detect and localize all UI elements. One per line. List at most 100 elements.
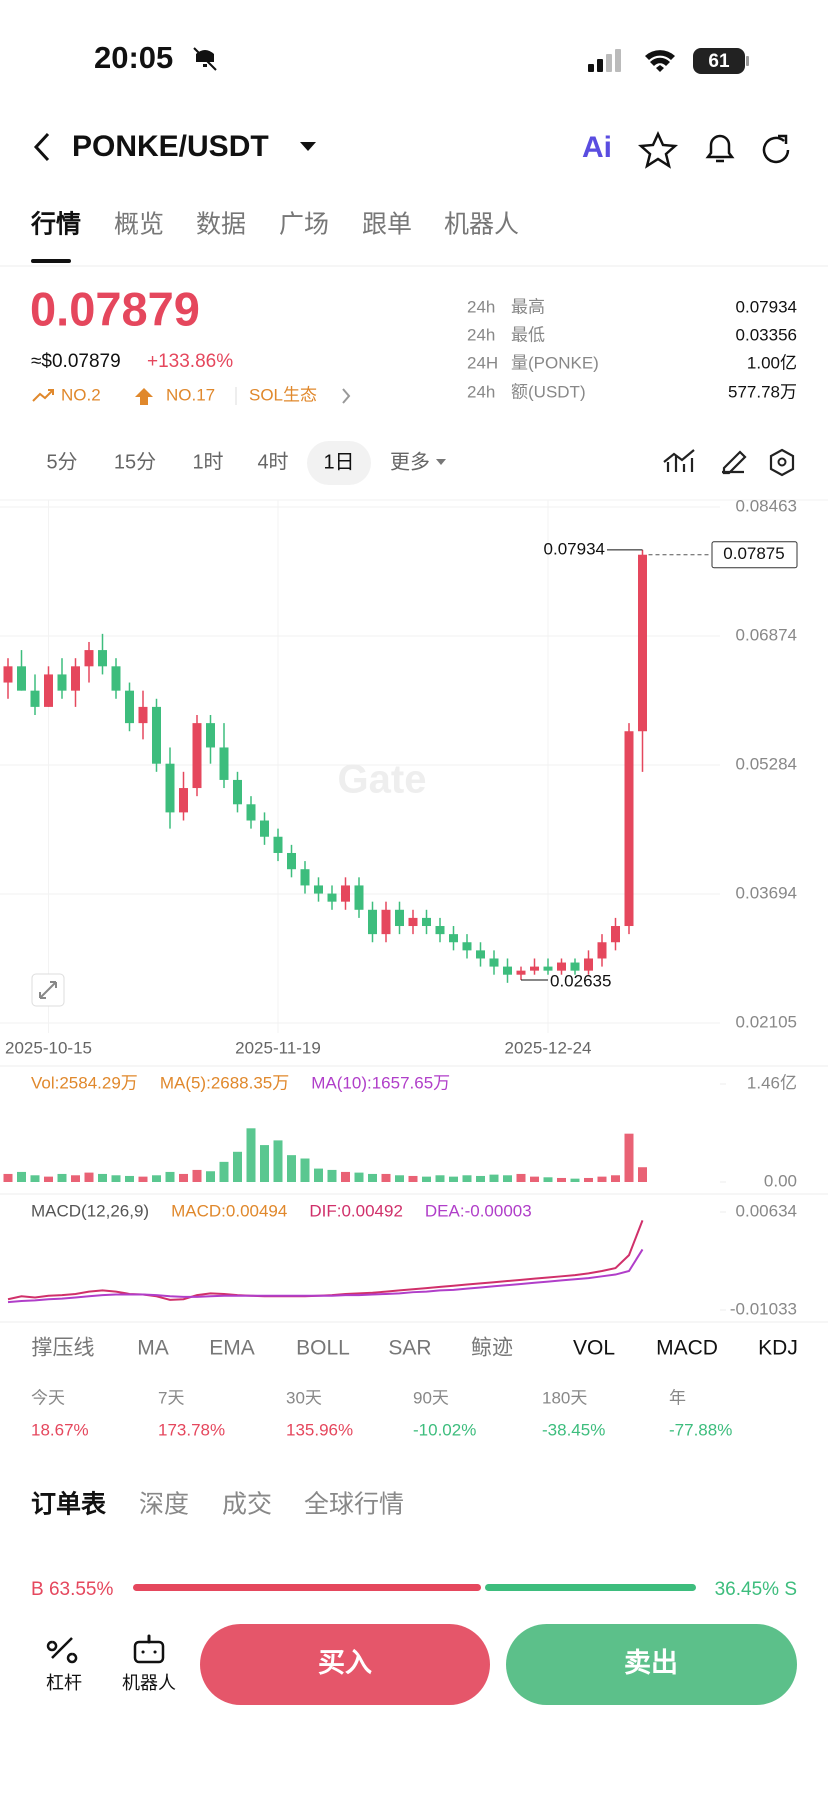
candle-body (476, 950, 485, 959)
period-label: 90天 (413, 1388, 449, 1407)
tab[interactable]: 机器人 (444, 211, 519, 239)
candle-body (111, 666, 121, 691)
pair-title[interactable]: PONKE/USDT (72, 130, 269, 163)
stat-period: 24H (467, 353, 498, 372)
period-change: 135.96% (286, 1420, 353, 1439)
order-tab[interactable]: 成交 (222, 1491, 272, 1519)
back-button[interactable] (33, 132, 50, 162)
interval[interactable]: 15分 (114, 450, 156, 473)
bot-label[interactable]: 机器人 (122, 1673, 176, 1693)
indicator-tab[interactable]: MA (137, 1337, 169, 1360)
interval[interactable]: 5分 (46, 450, 77, 473)
candle-body (543, 966, 553, 971)
indicator-tab[interactable]: BOLL (296, 1337, 350, 1360)
volume-bar (111, 1175, 121, 1182)
volume-bar (449, 1176, 458, 1182)
indicator-tab[interactable]: EMA (209, 1337, 255, 1360)
period-change: 173.78% (158, 1420, 225, 1439)
rank[interactable]: NO.2 (61, 385, 101, 404)
settings-dot (777, 457, 787, 467)
watermark: Gate (338, 758, 427, 802)
tab[interactable]: 行情 (30, 211, 81, 239)
period-change: -38.45% (542, 1420, 605, 1439)
y-tick-label: -0.01033 (730, 1299, 797, 1318)
volume-bar (597, 1176, 607, 1182)
volume-bar (57, 1173, 67, 1182)
change-percent: +133.86% (147, 351, 233, 372)
tab[interactable]: 广场 (279, 211, 329, 239)
buy-label[interactable]: 买入 (318, 1648, 372, 1678)
x-tick-label: 2025-12-24 (505, 1038, 592, 1057)
draw-icon[interactable] (722, 450, 747, 475)
volume-bar (530, 1176, 539, 1182)
candle-body (30, 690, 40, 707)
chevron (342, 388, 351, 404)
interval[interactable]: 1时 (192, 450, 223, 473)
order-tab[interactable]: 订单表 (31, 1491, 107, 1519)
last-price-box (711, 541, 798, 569)
sell-button[interactable] (506, 1624, 797, 1705)
indicator-icon[interactable] (663, 449, 695, 472)
candle-body (273, 836, 283, 853)
volume-bar (206, 1171, 215, 1182)
settings-icon[interactable] (769, 448, 795, 477)
candle-body (584, 958, 593, 971)
sell-label[interactable]: 卖出 (624, 1648, 678, 1678)
order-tab[interactable]: 深度 (139, 1491, 189, 1519)
ai-button[interactable]: Ai (582, 131, 612, 164)
favorite-icon[interactable] (637, 130, 679, 169)
rank[interactable]: NO.17 (166, 385, 215, 404)
volume-bar (368, 1173, 377, 1182)
volume-bar (381, 1173, 391, 1182)
volume-bar (300, 1158, 310, 1182)
tab[interactable]: 概览 (114, 211, 164, 239)
y-tick-label: 0.00 (764, 1171, 797, 1190)
volume-bar (3, 1173, 13, 1182)
buy-button[interactable] (200, 1624, 490, 1705)
interval[interactable]: 4时 (257, 450, 288, 473)
legend-entry: DIF:0.00492 (309, 1201, 403, 1220)
candle-body (3, 666, 13, 683)
period-label: 180天 (542, 1388, 587, 1407)
candle-body (422, 917, 431, 927)
order-tab[interactable]: 全球行情 (304, 1491, 404, 1519)
candle-body (395, 909, 404, 927)
indicator-tab[interactable]: MACD (656, 1337, 718, 1360)
stat-period: 24h (467, 297, 495, 316)
period-label: 今天 (31, 1388, 65, 1407)
volume-bar (611, 1175, 620, 1182)
indicator-tab[interactable]: 鲸迹 (471, 1337, 513, 1360)
trend-icon (32, 389, 54, 402)
ecosystem-tag[interactable]: SOL生态 (249, 385, 317, 404)
indicator-tab[interactable]: SAR (388, 1337, 431, 1360)
tab[interactable]: 数据 (196, 211, 246, 239)
volume-bar (125, 1175, 134, 1182)
candle-body (179, 788, 188, 813)
volume-bar (260, 1145, 269, 1182)
alert-icon[interactable] (705, 134, 735, 163)
interval[interactable]: 1日 (323, 451, 354, 473)
volume-bar (516, 1173, 526, 1182)
y-tick-label: 0.00634 (736, 1201, 797, 1220)
candle-body (503, 966, 512, 975)
volume-bar (435, 1175, 445, 1182)
period-label: 年 (669, 1388, 686, 1407)
leverage-icon[interactable] (46, 1637, 78, 1664)
pair-dropdown[interactable] (300, 142, 316, 151)
legend-entry: MACD:0.00494 (171, 1201, 287, 1220)
period-label: 30天 (286, 1388, 322, 1407)
stat-label: 额(USDT) (511, 382, 586, 401)
indicator-tab[interactable]: KDJ (758, 1337, 798, 1360)
interval[interactable]: 更多 (390, 450, 430, 473)
tab[interactable]: 跟单 (362, 211, 412, 239)
indicator-tab[interactable]: 撑压线 (32, 1337, 95, 1360)
candle-body (165, 763, 175, 813)
volume-bar (17, 1171, 26, 1182)
indicator-tab[interactable]: VOL (573, 1337, 615, 1360)
leverage-label[interactable]: 杠杆 (46, 1673, 82, 1693)
share-icon[interactable] (762, 134, 790, 164)
candle-body (597, 942, 607, 959)
stat-value: 1.00亿 (747, 353, 797, 372)
y-tick-label: 0.03694 (736, 884, 797, 903)
period-label: 7天 (158, 1388, 184, 1407)
